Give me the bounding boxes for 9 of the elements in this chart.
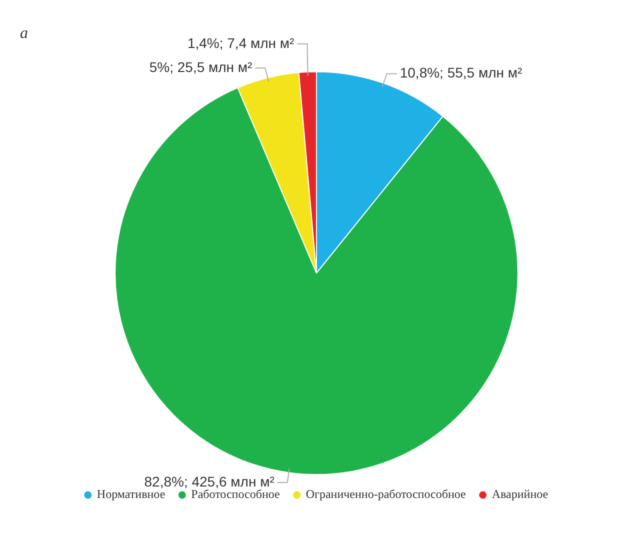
- data-label: 1,4%; 7,4 млн м²: [187, 34, 295, 51]
- chart-title: а: [20, 24, 28, 42]
- data-label: 5%; 25,5 млн м²: [149, 58, 253, 75]
- legend-label: Ограниченно-работоспособное: [306, 487, 466, 502]
- legend-label: Нормативное: [96, 487, 166, 502]
- legend-label: Аварийное: [492, 487, 548, 502]
- data-label: 10,8%; 55,5 млн м²: [400, 64, 523, 81]
- legend-label: Работоспособное: [191, 487, 280, 502]
- data-label: 82,8%; 425,6 млн м²: [144, 473, 275, 490]
